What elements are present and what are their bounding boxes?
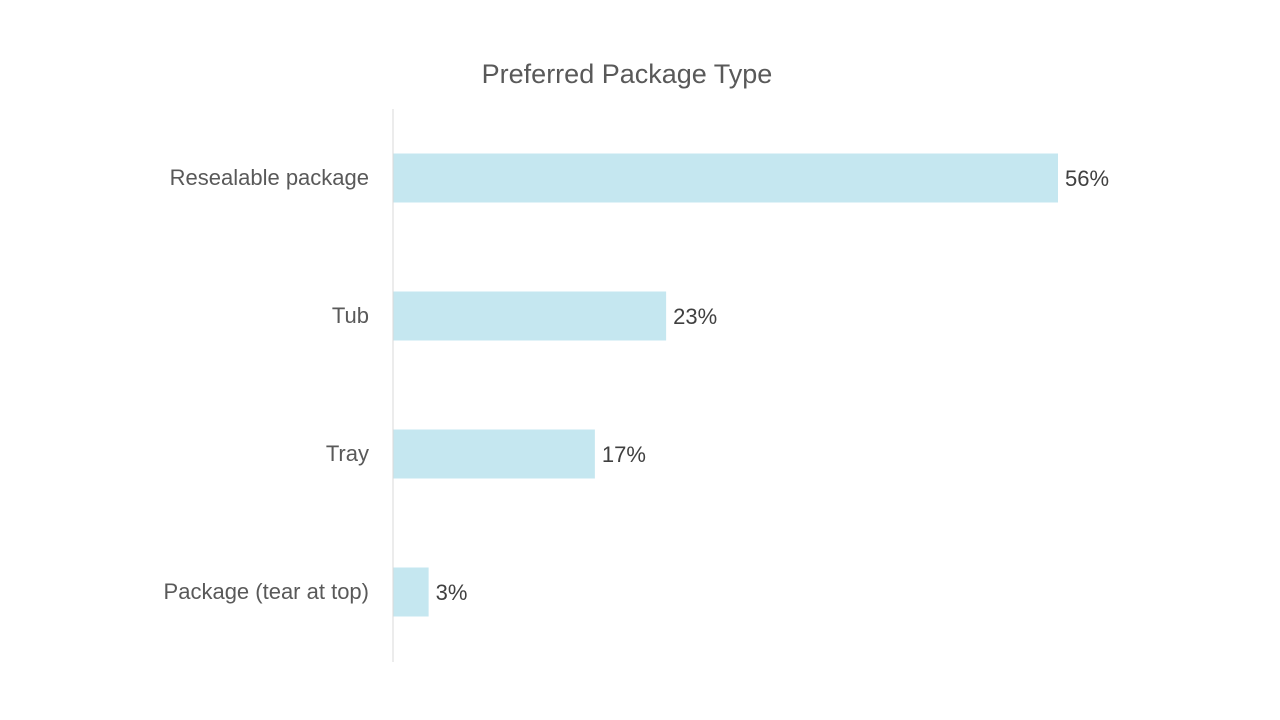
bar-package-tear-at-top: [393, 567, 429, 617]
bar-resealable-package: [393, 153, 1058, 203]
chart-title: Preferred Package Type: [482, 59, 773, 89]
labels-layer: Resealable package 56% Tub 23% Tray 17% Packag…: [164, 165, 1110, 605]
bar-tub: [393, 291, 667, 341]
bar-tray: [393, 429, 595, 479]
data-label-package-tear-at-top: 3%: [436, 580, 468, 605]
data-label-resealable-package: 56%: [1065, 166, 1109, 191]
data-label-tray: 17%: [602, 442, 646, 467]
category-label-package-tear-at-top: Package (tear at top): [164, 579, 369, 604]
data-label-tub: 23%: [673, 304, 717, 329]
bars-layer: [393, 153, 1058, 617]
category-label-resealable-package: Resealable package: [170, 165, 369, 190]
category-label-tub: Tub: [332, 303, 369, 328]
category-label-tray: Tray: [326, 441, 369, 466]
